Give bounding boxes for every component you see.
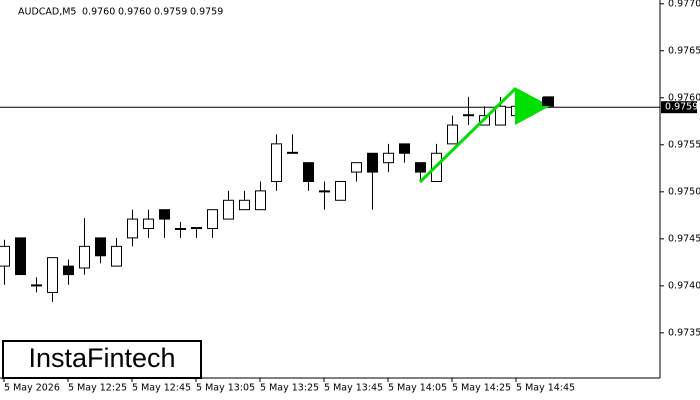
x-tick-label: 5 May 13:45: [324, 383, 383, 394]
x-tick-label: 5 May 14:25: [452, 383, 511, 394]
candle-body: [0, 245, 10, 267]
price-label-box: [661, 101, 697, 114]
candle-body: [335, 180, 346, 201]
candle-body: [367, 152, 378, 173]
candle-body: [191, 227, 202, 230]
candle-body: [287, 151, 298, 154]
chart-title: AUDCAD,M5: [18, 7, 76, 18]
candle-body: [159, 209, 170, 220]
candle-body: [271, 143, 282, 182]
header-value: 0.9760: [82, 7, 115, 18]
candle-body: [31, 284, 42, 287]
candle-body: [351, 162, 362, 173]
price-label: 0.9759: [665, 102, 698, 113]
y-tick-label: 0.9750: [668, 186, 700, 197]
y-tick-label: 0.9765: [668, 45, 700, 56]
candle-body: [143, 218, 154, 229]
x-tick-label: 5 May 13:05: [196, 383, 255, 394]
x-tick-label: 5 May 2026: [4, 383, 60, 394]
candle-body: [463, 114, 474, 117]
candle-body: [63, 265, 74, 276]
x-tick-label: 5 May 14:45: [516, 383, 575, 394]
candle-body: [495, 105, 506, 126]
candle-body: [127, 218, 138, 239]
last-candle-mark: [542, 97, 552, 106]
candle-body: [47, 257, 58, 293]
candle-body: [447, 124, 458, 145]
logo-box: [2, 340, 202, 379]
x-tick-label: 5 May 12:25: [68, 383, 127, 394]
y-tick-label: 0.9740: [668, 280, 700, 291]
candle-body: [79, 245, 90, 269]
y-tick-label: 0.9760: [668, 92, 700, 103]
header-value: 0.9760: [118, 7, 151, 18]
x-tick-label: 5 May 13:25: [260, 383, 319, 394]
candle-body: [239, 199, 250, 211]
candle-body: [383, 152, 394, 164]
pattern-flag: [515, 89, 550, 125]
x-tick-label: 5 May 12:45: [132, 383, 191, 394]
y-tick-label: 0.9755: [668, 139, 700, 150]
candle-body: [207, 209, 218, 229]
candle-body: [15, 237, 26, 276]
candle-body: [399, 143, 410, 154]
candle-body: [223, 199, 234, 220]
candle-body: [111, 245, 122, 267]
header-value: 0.9759: [190, 7, 223, 18]
candle-body: [255, 190, 266, 211]
y-tick-label: 0.9770: [668, 0, 700, 9]
logo: InstaFintech: [28, 343, 175, 373]
y-tick-label: 0.9745: [668, 233, 700, 244]
candle-body: [95, 237, 106, 257]
candle-body: [175, 227, 186, 230]
header-value: 0.9759: [154, 7, 187, 18]
candle-body: [303, 162, 314, 182]
y-tick-label: 0.9735: [668, 327, 700, 338]
candle-body: [319, 190, 330, 193]
candle-body: [415, 162, 426, 173]
x-tick-label: 5 May 14:05: [388, 383, 447, 394]
